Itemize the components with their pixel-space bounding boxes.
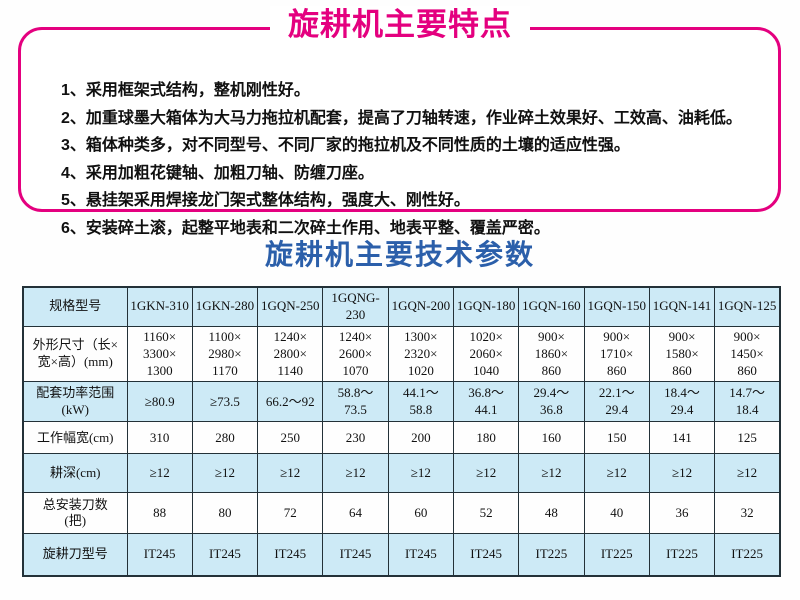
- spec-column-header: 1GKN-310: [126, 286, 193, 327]
- spec-cell: ≥12: [714, 453, 781, 494]
- spec-cell: ≥12: [257, 453, 324, 494]
- specs-section-title: 旋耕机主要技术参数: [264, 240, 535, 271]
- spec-cell: IT245: [257, 533, 324, 577]
- specs-table: 规格型号 1GKN-310 1GKN-280 1GQN-250 1GQNG-230 1GQ…: [22, 286, 781, 577]
- features-list: 1、采用框架式结构，整机刚性好。 2、加重球墨大箱体为大马力拖拉机配套，提高了刀轴…: [61, 77, 785, 242]
- spec-cell: 900× 1450× 860: [714, 325, 781, 383]
- spec-cell: 1240× 2800× 1140: [257, 325, 324, 383]
- spec-cell: 160: [518, 421, 585, 455]
- spec-cell: 60: [387, 492, 454, 535]
- spec-cell: 1160× 3300× 1300: [126, 325, 193, 383]
- spec-cell: ≥12: [648, 453, 716, 494]
- feature-item: 5、悬挂架采用焊接龙门架式整体结构，强度大、刚性好。: [61, 192, 470, 209]
- spec-cell: 125: [714, 421, 781, 455]
- spec-cell: ≥73.5: [191, 381, 259, 423]
- spec-row: 旋耕刀型号 IT245 IT245 IT245 IT245 IT245 IT245 IT225…: [22, 533, 781, 577]
- spec-cell: IT245: [322, 533, 389, 577]
- feature-item: 4、采用加粗花键轴、加粗刀轴、防缠刀座。: [61, 164, 374, 182]
- spec-row-label: 总安装刀数 (把): [22, 492, 128, 535]
- features-box: 1、采用框架式结构，整机刚性好。 2、加重球墨大箱体为大马力拖拉机配套，提高了刀轴…: [18, 27, 781, 237]
- spec-row: 外形尺寸（长× 宽×高）(mm) 1160× 3300× 1300 1100× 29…: [22, 325, 781, 383]
- spec-column-header: 1GQN-180: [452, 286, 520, 327]
- spec-row-label: 外形尺寸（长× 宽×高）(mm): [22, 325, 128, 383]
- spec-cell: ≥12: [518, 453, 585, 494]
- spec-cell: 141: [648, 421, 716, 455]
- spec-row-label: 配套功率范围 (kW): [22, 381, 128, 423]
- spec-cell: ≥80.9: [126, 381, 193, 423]
- spec-column-header: 1GQN-125: [714, 286, 781, 327]
- spec-cell: 900× 1580× 860: [648, 325, 716, 383]
- spec-cell: 36: [648, 492, 716, 535]
- spec-cell: 72: [257, 492, 324, 535]
- spec-row: 工作幅宽(cm) 310 280 250 230 200 180 160 150 141 125: [22, 421, 781, 455]
- spec-cell: 88: [126, 492, 193, 535]
- spec-cell: 40: [583, 492, 650, 535]
- spec-cell: IT225: [583, 533, 650, 577]
- spec-cell: 150: [583, 421, 650, 455]
- spec-cell: IT225: [714, 533, 781, 577]
- spec-cell: 52: [452, 492, 520, 535]
- spec-cell: IT245: [452, 533, 520, 577]
- spec-cell: 1020× 2060× 1040: [452, 325, 520, 383]
- spec-cell: 44.1～ 58.8: [387, 381, 454, 423]
- spec-column-header: 1GQN-150: [583, 286, 650, 327]
- spec-cell: 280: [191, 421, 259, 455]
- spec-cell: 22.1～ 29.4: [583, 381, 650, 423]
- spec-cell: ≥12: [322, 453, 389, 494]
- spec-cell: IT225: [648, 533, 716, 577]
- spec-cell: 180: [452, 421, 520, 455]
- spec-cell: ≥12: [126, 453, 193, 494]
- spec-column-header: 1GQN-200: [387, 286, 454, 327]
- spec-cell: 64: [322, 492, 389, 535]
- spec-cell: 230: [322, 421, 389, 455]
- feature-item: 2、加重球墨大箱体为大马力拖拉机配套，提高了刀轴转速，作业碎土效果好、工效高、油…: [61, 109, 742, 127]
- spec-column-header: 1GKN-280: [191, 286, 259, 327]
- spec-cell: 58.8～ 73.5: [322, 381, 389, 423]
- spec-cell: 48: [518, 492, 585, 535]
- spec-cell: 1240× 2600× 1070: [322, 325, 389, 383]
- spec-cell: 29.4～ 36.8: [518, 381, 585, 423]
- spec-cell: 200: [387, 421, 454, 455]
- spec-row-label: 旋耕刀型号: [22, 533, 128, 577]
- spec-cell: 32: [714, 492, 781, 535]
- spec-row: 耕深(cm) ≥12 ≥12 ≥12 ≥12 ≥12 ≥12 ≥12 ≥12 ≥12 ≥12: [22, 453, 781, 494]
- spec-cell: 900× 1860× 860: [518, 325, 585, 383]
- spec-cell: IT245: [126, 533, 193, 577]
- spec-cell: ≥12: [387, 453, 454, 494]
- spec-row-label: 耕深(cm): [22, 453, 128, 494]
- spec-row-label: 工作幅宽(cm): [22, 421, 128, 455]
- spec-cell: 310: [126, 421, 193, 455]
- spec-corner-header: 规格型号: [22, 286, 128, 327]
- spec-cell: 250: [257, 421, 324, 455]
- feature-item: 6、安装碎土滚，起整平地表和二次碎土作用、地表平整、覆盖严密。: [61, 219, 550, 237]
- spec-cell: IT225: [518, 533, 585, 577]
- spec-cell: IT245: [191, 533, 259, 577]
- specs-table-body: 规格型号 1GKN-310 1GKN-280 1GQN-250 1GQNG-230 1GQ…: [22, 286, 781, 577]
- spec-cell: 1100× 2980× 1170: [191, 325, 259, 383]
- spec-cell: 66.2～92: [257, 381, 324, 423]
- spec-cell: 18.4～ 29.4: [648, 381, 716, 423]
- spec-cell: 80: [191, 492, 259, 535]
- spec-column-header: 1GQN-141: [648, 286, 716, 327]
- spec-cell: ≥12: [583, 453, 650, 494]
- spec-cell: 1300× 2320× 1020: [387, 325, 454, 383]
- spec-cell: 900× 1710× 860: [583, 325, 650, 383]
- spec-cell: IT245: [387, 533, 454, 577]
- spec-row: 总安装刀数 (把) 88 80 72 64 60 52 48 40 36 32: [22, 492, 781, 535]
- feature-item: 1、采用框架式结构，整机刚性好。: [61, 82, 310, 99]
- spec-row: 配套功率范围 (kW) ≥80.9 ≥73.5 66.2～92 58.8～ 73.5 44…: [22, 381, 781, 423]
- spec-column-header: 1GQNG-230: [322, 286, 389, 327]
- features-section-title: 旋耕机主要特点: [270, 6, 530, 43]
- spec-cell: ≥12: [191, 453, 259, 494]
- feature-item: 3、箱体种类多，对不同型号、不同厂家的拖拉机及不同性质的土壤的适应性强。: [61, 137, 630, 154]
- spec-cell: 14.7～ 18.4: [714, 381, 781, 423]
- spec-cell: 36.8～ 44.1: [452, 381, 520, 423]
- spec-column-header: 1GQN-250: [257, 286, 324, 327]
- spec-column-header: 1GQN-160: [518, 286, 585, 327]
- spec-header-row: 规格型号 1GKN-310 1GKN-280 1GQN-250 1GQNG-230 1GQ…: [22, 286, 781, 327]
- spec-cell: ≥12: [452, 453, 520, 494]
